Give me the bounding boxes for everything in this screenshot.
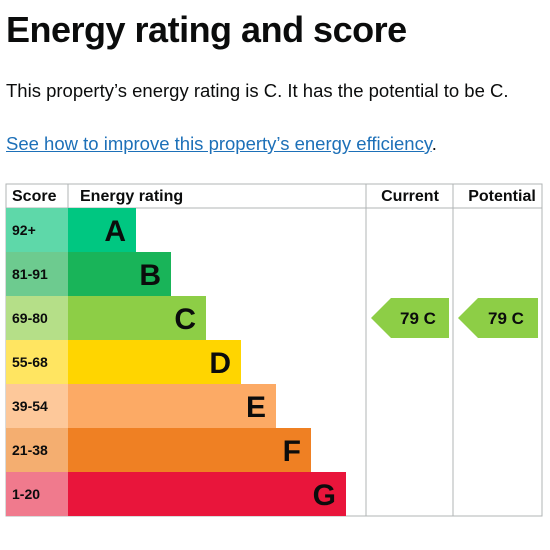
score-cell-b (6, 252, 68, 296)
score-cell-d (6, 340, 68, 384)
band-bar-a (68, 208, 136, 252)
current-rating-label: 79 C (400, 309, 436, 328)
current-arrow (371, 298, 449, 338)
header-potential: Potential (468, 188, 536, 205)
link-suffix: . (431, 133, 437, 154)
score-label-c: 69-80 (12, 310, 48, 326)
score-label-d: 55-68 (12, 354, 48, 370)
score-label-a: 92+ (12, 222, 36, 238)
band-letter-c: C (174, 303, 196, 336)
header-energy-rating: Energy rating (80, 188, 183, 205)
band-bar-c (68, 296, 206, 340)
improve-efficiency-link[interactable]: See how to improve this property’s energ… (6, 133, 432, 154)
score-label-f: 21-38 (12, 442, 48, 458)
band-letter-d: D (209, 347, 231, 380)
band-bar-f (68, 428, 311, 472)
header-current: Current (381, 188, 439, 205)
improve-efficiency-line: See how to improve this property’s energ… (6, 131, 437, 157)
potential-arrow (458, 298, 538, 338)
band-letter-g: G (313, 479, 336, 512)
score-cell-c (6, 296, 68, 340)
band-letter-a: A (104, 215, 126, 248)
score-cell-a (6, 208, 68, 252)
page-title: Energy rating and score (6, 9, 407, 50)
score-cell-e (6, 384, 68, 428)
rating-bands: 92+ A 81-91 B 69-80 C 55-68 D 39-54 E 21-38 F 1-20 G (6, 208, 346, 516)
band-letter-e: E (246, 391, 266, 424)
score-label-g: 1-20 (12, 486, 40, 502)
rating-indicators: 79 C 79 C (371, 298, 538, 338)
band-bar-b (68, 252, 171, 296)
rating-summary: This property’s energy rating is C. It h… (6, 80, 509, 101)
score-cell-g (6, 472, 68, 516)
band-letter-f: F (283, 435, 301, 468)
score-label-e: 39-54 (12, 398, 48, 414)
header-score: Score (12, 188, 57, 205)
band-bar-g (68, 472, 346, 516)
band-bar-e (68, 384, 276, 428)
band-bar-d (68, 340, 241, 384)
potential-rating-label: 79 C (488, 309, 524, 328)
band-letter-b: B (139, 259, 161, 292)
score-cell-f (6, 428, 68, 472)
score-label-b: 81-91 (12, 266, 48, 282)
